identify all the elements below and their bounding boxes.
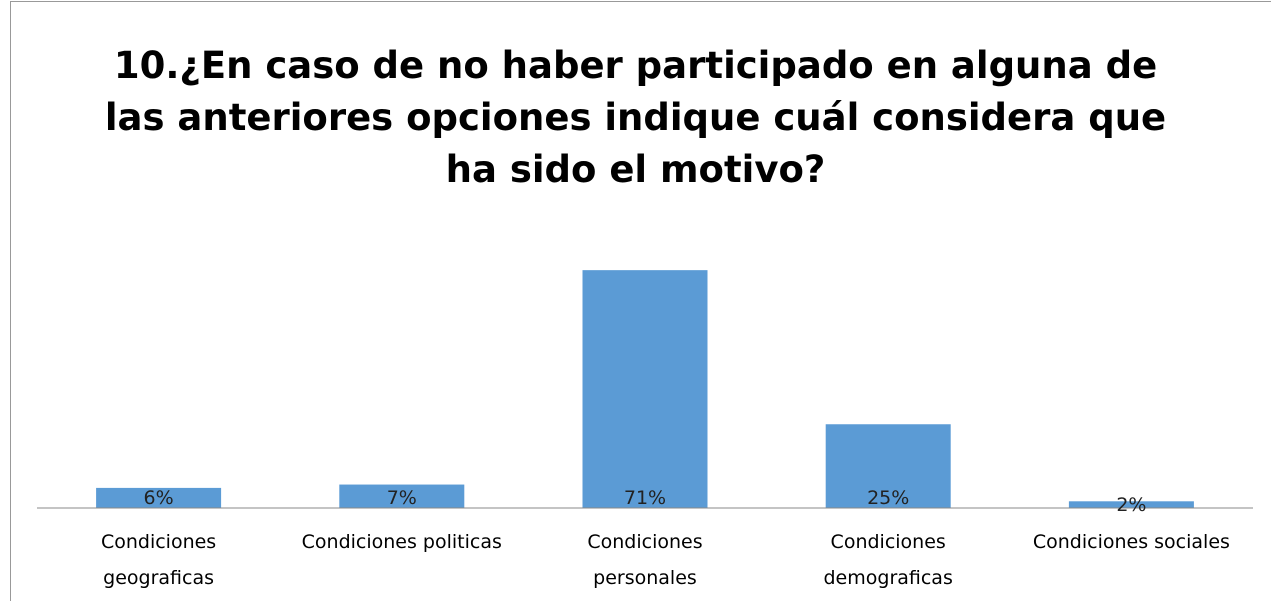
bar xyxy=(339,484,465,508)
bar xyxy=(96,487,222,508)
bar xyxy=(1068,501,1194,508)
chart-title: 10.¿En caso de no haber participado en a… xyxy=(104,44,1167,191)
x-tick-label: Condiciones geograficas xyxy=(100,531,217,589)
x-tick-label: Condiciones politicas xyxy=(301,531,502,553)
x-tick-label: Condiciones sociales xyxy=(1032,531,1230,553)
data-label: 7% xyxy=(386,487,417,509)
data-label: 6% xyxy=(143,487,174,509)
chart-frame xyxy=(10,1,1271,601)
bar xyxy=(582,270,708,508)
data-label: 2% xyxy=(1116,493,1147,516)
x-tick-label: Condiciones demograficas xyxy=(823,531,953,589)
data-label: 25% xyxy=(867,487,910,509)
bar xyxy=(825,424,951,508)
data-label: 71% xyxy=(623,487,667,509)
x-tick-label: Condiciones personales xyxy=(587,531,703,589)
